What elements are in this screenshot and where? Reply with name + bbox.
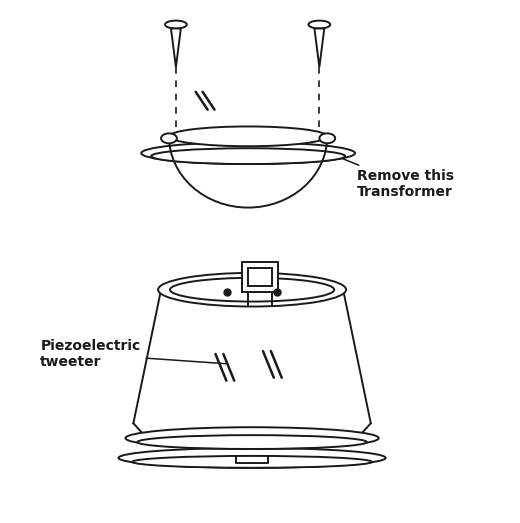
Ellipse shape <box>319 133 335 143</box>
Ellipse shape <box>141 142 355 164</box>
Polygon shape <box>133 290 371 423</box>
Ellipse shape <box>165 20 187 28</box>
Bar <box>242 262 278 292</box>
Text: Piezoelectric
tweeter: Piezoelectric tweeter <box>41 339 226 369</box>
Ellipse shape <box>125 427 379 449</box>
Ellipse shape <box>151 148 345 164</box>
Ellipse shape <box>161 133 177 143</box>
Polygon shape <box>171 28 181 67</box>
Ellipse shape <box>308 20 330 28</box>
Ellipse shape <box>119 448 386 468</box>
Ellipse shape <box>133 456 372 468</box>
Ellipse shape <box>137 435 367 449</box>
Ellipse shape <box>170 278 334 302</box>
Ellipse shape <box>158 273 346 306</box>
Text: Remove this
Transformer: Remove this Transformer <box>322 150 454 199</box>
Polygon shape <box>315 28 324 67</box>
Ellipse shape <box>169 127 327 146</box>
Bar <box>248 268 272 286</box>
